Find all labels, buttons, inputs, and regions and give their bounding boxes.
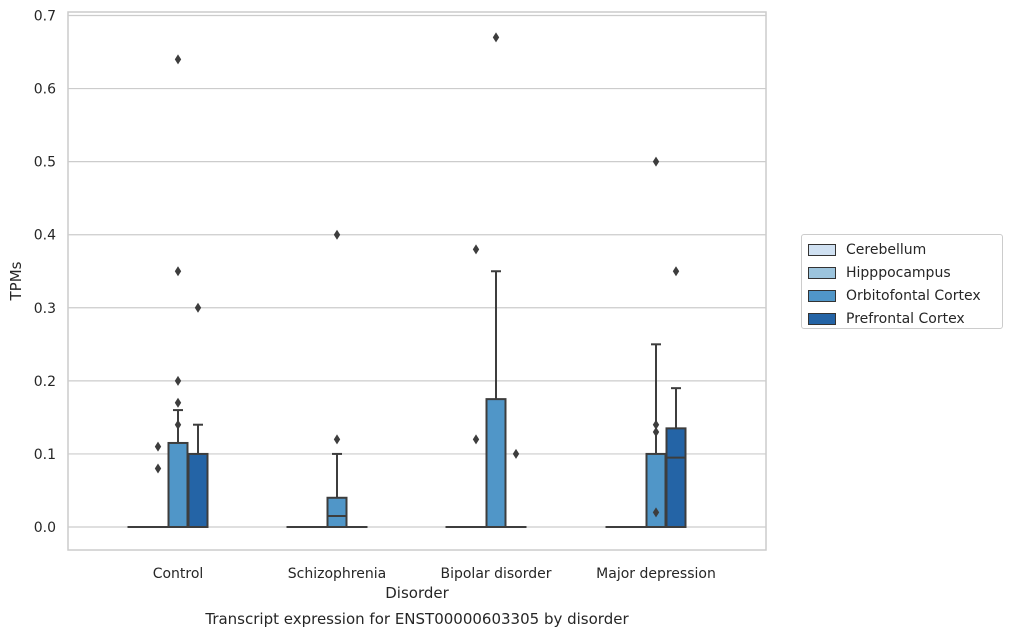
box <box>485 398 507 528</box>
box-group <box>326 229 348 528</box>
y-tick-labels: 0.0 0.1 0.2 0.3 0.4 0.5 0.6 0.7 <box>34 9 56 537</box>
outlier-marker <box>174 375 182 386</box>
box-group <box>187 302 209 528</box>
outlier-marker <box>652 156 660 167</box>
legend-label: Cerebellum <box>846 241 927 258</box>
x-tick-label: Major depression <box>596 566 716 582</box>
legend-item: Prefrontal Cortex <box>808 307 1002 330</box>
y-tick-label: 0.6 <box>34 82 56 98</box>
outlier-marker <box>472 244 480 255</box>
box-group <box>465 244 487 529</box>
legend: Cerebellum Hipppocampus Orbitofontal Corte… <box>801 234 1003 329</box>
boxes <box>127 32 687 529</box>
y-axis-label: TPMs <box>7 261 25 301</box>
outlier-marker <box>154 463 162 474</box>
box-group <box>167 54 189 529</box>
legend-swatch <box>808 266 836 279</box>
legend-swatch <box>808 243 836 256</box>
x-axis-label: Disorder <box>385 584 449 602</box>
outlier-marker <box>333 434 341 445</box>
outlier-marker <box>154 441 162 452</box>
outlier-marker <box>652 507 660 518</box>
y-tick-label: 0.3 <box>34 301 56 317</box>
legend-swatch <box>808 289 836 302</box>
legend-item: Orbitofontal Cortex <box>808 284 1002 307</box>
outlier-marker <box>492 32 500 43</box>
box <box>326 496 348 528</box>
outlier-marker <box>174 397 182 408</box>
legend-item: Cerebellum <box>808 238 1002 261</box>
figure-caption: Transcript expression for ENST0000060330… <box>205 610 629 628</box>
legend-label: Orbitofontal Cortex <box>846 287 981 304</box>
outlier-marker <box>174 266 182 277</box>
y-tick-label: 0.5 <box>34 155 56 171</box>
y-tick-label: 0.2 <box>34 374 56 390</box>
legend-label: Prefrontal Cortex <box>846 310 965 327</box>
outlier-marker <box>174 419 182 430</box>
box-group <box>665 266 687 529</box>
x-tick-label: Bipolar disorder <box>440 566 551 582</box>
outlier-marker <box>194 302 202 313</box>
y-tick-label: 0.0 <box>34 520 56 536</box>
y-tick-label: 0.7 <box>34 9 56 25</box>
box-group <box>645 156 667 528</box>
box <box>665 427 687 529</box>
legend-item: Hipppocampus <box>808 261 1002 284</box>
x-tick-label: Schizophrenia <box>288 566 386 582</box>
x-tick-label: Control <box>153 566 204 582</box>
outlier-marker <box>512 448 520 459</box>
outlier-marker <box>652 419 660 430</box>
legend-swatch <box>808 312 836 325</box>
y-tick-label: 0.1 <box>34 447 56 463</box>
outlier-marker <box>672 266 680 277</box>
box <box>167 441 189 529</box>
outlier-marker <box>652 427 660 438</box>
outlier-marker <box>333 229 341 240</box>
legend-label: Hipppocampus <box>846 264 951 281</box>
box-group <box>485 32 507 528</box>
x-tick-labels: Control Schizophrenia Bipolar disorder Majo… <box>153 566 716 582</box>
y-tick-label: 0.4 <box>34 228 56 244</box>
plot-frame <box>67 11 767 551</box>
box <box>187 452 209 528</box>
outlier-marker <box>174 54 182 65</box>
box-group <box>505 448 527 529</box>
outlier-marker <box>472 434 480 445</box>
